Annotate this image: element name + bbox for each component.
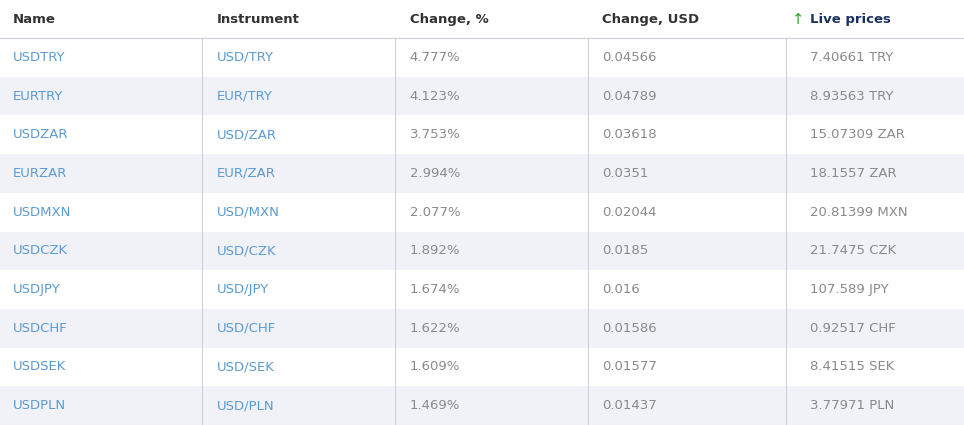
Bar (0, 270, 964, 309)
Text: USD/SEK: USD/SEK (217, 360, 275, 374)
Text: USD/TRY: USD/TRY (217, 51, 274, 64)
Text: USDCZK: USDCZK (13, 244, 67, 258)
Text: EUR/ZAR: EUR/ZAR (217, 167, 276, 180)
Text: 0.016: 0.016 (602, 283, 640, 296)
Text: USDJPY: USDJPY (13, 283, 61, 296)
Text: USDTRY: USDTRY (13, 51, 65, 64)
Text: Name: Name (13, 12, 55, 26)
Text: 0.04789: 0.04789 (602, 90, 657, 102)
Text: 0.04566: 0.04566 (602, 51, 657, 64)
Text: 15.07309 ZAR: 15.07309 ZAR (810, 128, 904, 141)
Text: 3.77971 PLN: 3.77971 PLN (810, 399, 894, 412)
Text: 2.077%: 2.077% (410, 206, 461, 218)
Text: USD/MXN: USD/MXN (217, 206, 280, 218)
Text: 4.777%: 4.777% (410, 51, 461, 64)
Bar (0, 76, 964, 116)
Text: Change, USD: Change, USD (602, 12, 700, 26)
Text: USD/CZK: USD/CZK (217, 244, 277, 258)
Text: 1.609%: 1.609% (410, 360, 460, 374)
Text: USDSEK: USDSEK (13, 360, 66, 374)
Text: 107.589 JPY: 107.589 JPY (810, 283, 889, 296)
Text: 0.02044: 0.02044 (602, 206, 657, 218)
Text: 7.40661 TRY: 7.40661 TRY (810, 51, 893, 64)
Text: USDZAR: USDZAR (13, 128, 68, 141)
Text: 2.994%: 2.994% (410, 167, 460, 180)
Text: USD/ZAR: USD/ZAR (217, 128, 277, 141)
Text: USDCHF: USDCHF (13, 322, 67, 335)
Text: Instrument: Instrument (217, 12, 300, 26)
Text: USD/JPY: USD/JPY (217, 283, 269, 296)
Text: 20.81399 MXN: 20.81399 MXN (810, 206, 907, 218)
Text: 0.01577: 0.01577 (602, 360, 657, 374)
Bar (0, 309, 964, 348)
Text: 18.1557 ZAR: 18.1557 ZAR (810, 167, 897, 180)
Bar (0, 38, 964, 76)
Bar (0, 386, 964, 425)
Text: USD/CHF: USD/CHF (217, 322, 276, 335)
Text: EURZAR: EURZAR (13, 167, 67, 180)
Text: 8.41515 SEK: 8.41515 SEK (810, 360, 895, 374)
Bar (0, 193, 964, 232)
Text: 1.674%: 1.674% (410, 283, 460, 296)
Text: 0.92517 CHF: 0.92517 CHF (810, 322, 896, 335)
Text: Change, %: Change, % (410, 12, 489, 26)
Text: 8.93563 TRY: 8.93563 TRY (810, 90, 893, 102)
Text: 21.7475 CZK: 21.7475 CZK (810, 244, 896, 258)
Text: 0.0185: 0.0185 (602, 244, 649, 258)
Bar (0, 232, 964, 270)
Text: 0.03618: 0.03618 (602, 128, 657, 141)
Text: 1.892%: 1.892% (410, 244, 460, 258)
Text: ↑: ↑ (791, 11, 804, 26)
Text: Live prices: Live prices (810, 12, 891, 26)
Text: USDPLN: USDPLN (13, 399, 66, 412)
Text: USD/PLN: USD/PLN (217, 399, 275, 412)
Text: 1.622%: 1.622% (410, 322, 461, 335)
Text: 0.01586: 0.01586 (602, 322, 657, 335)
Text: 0.01437: 0.01437 (602, 399, 657, 412)
Bar (0, 154, 964, 193)
Text: USDMXN: USDMXN (13, 206, 71, 218)
Text: EUR/TRY: EUR/TRY (217, 90, 273, 102)
Text: 3.753%: 3.753% (410, 128, 461, 141)
Text: 4.123%: 4.123% (410, 90, 461, 102)
Bar (0, 116, 964, 154)
Text: EURTRY: EURTRY (13, 90, 63, 102)
Text: 1.469%: 1.469% (410, 399, 460, 412)
Text: 0.0351: 0.0351 (602, 167, 649, 180)
Bar (0, 348, 964, 386)
